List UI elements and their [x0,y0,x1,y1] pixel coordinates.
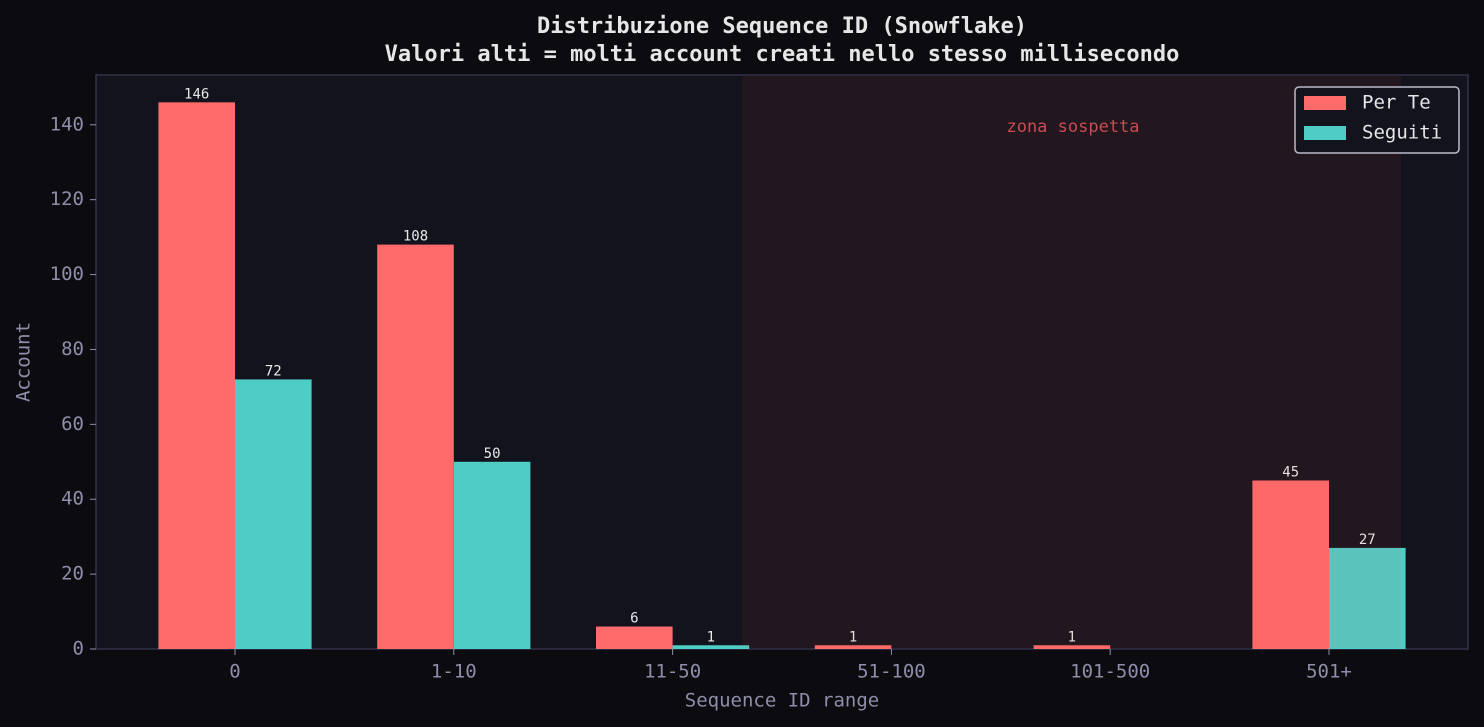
y-tick-label: 40 [61,488,84,510]
bar [596,626,673,649]
value-label: 108 [403,229,428,245]
y-axis-label: Account [13,322,35,402]
y-tick-label: 100 [50,263,84,285]
value-label: 1 [707,629,715,645]
chart-subtitle: Valori alti = molti account creati nello… [385,42,1180,67]
legend-swatch [1304,126,1346,140]
x-tick-label: 0 [229,661,240,683]
x-tick-label: 501+ [1306,661,1352,683]
y-tick-label: 60 [61,413,84,435]
x-tick-label: 101-500 [1070,661,1150,683]
value-label: 6 [630,611,638,627]
bar [158,102,235,650]
value-label: 50 [484,446,501,462]
bar [453,461,531,649]
value-label: 1 [1068,629,1076,645]
chart-title: Distribuzione Sequence ID (Snowflake) [537,14,1027,39]
bar [1252,480,1329,649]
bar [1033,645,1111,649]
x-tick-label: 51-100 [857,661,926,683]
annotation: zona sospetta [1006,117,1139,137]
y-tick-label: 120 [50,188,84,210]
value-label: 27 [1359,532,1376,548]
x-tick-label: 1-10 [431,661,477,683]
legend-swatch [1304,96,1346,110]
y-tick-label: 0 [73,638,84,660]
value-label: 72 [265,363,282,379]
bar [235,379,312,649]
legend-label: Per Te [1362,92,1431,114]
y-tick-label: 20 [61,563,84,585]
highlight-zone [742,76,1401,648]
bar [377,244,454,649]
value-label: 45 [1282,465,1299,481]
y-tick-label: 80 [61,338,84,360]
plot-area [95,74,1469,650]
y-tick-label: 140 [50,113,84,135]
legend-label: Seguiti [1362,122,1442,144]
bar [1329,547,1406,649]
x-axis-label: Sequence ID range [685,690,879,712]
value-label: 146 [184,86,209,102]
bar [672,645,750,649]
bar [814,645,892,649]
x-tick-label: 11-50 [644,661,701,683]
value-label: 1 [849,629,857,645]
